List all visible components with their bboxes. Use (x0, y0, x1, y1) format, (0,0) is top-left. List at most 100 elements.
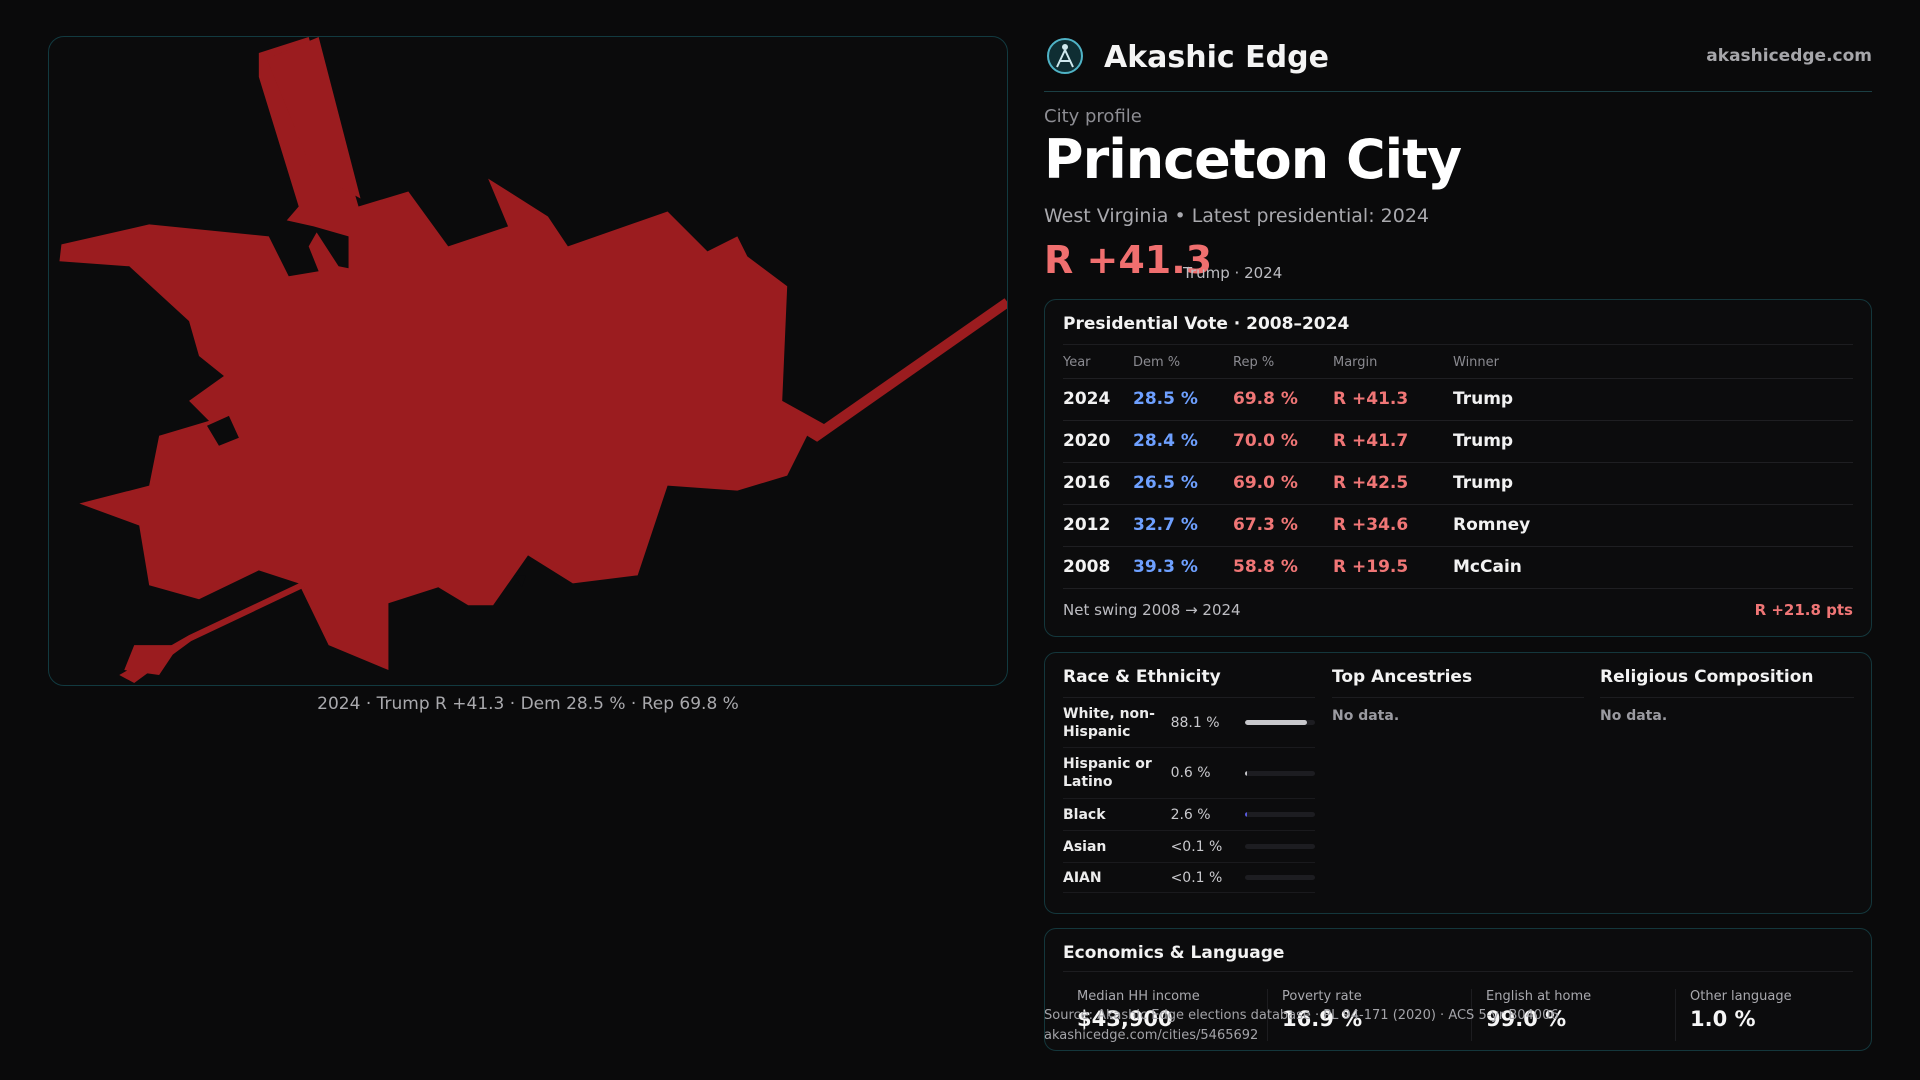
race-value: <0.1 % (1170, 869, 1223, 886)
stat-median-income: Median HH income $43,900 (1063, 989, 1263, 1041)
race-label: White, non-Hispanic (1063, 705, 1155, 740)
race-ethnicity-section: Race & Ethnicity White, non-Hispanic 88.… (1063, 667, 1315, 893)
stat-value: 99.0 % (1486, 1007, 1567, 1031)
cell-margin: R +42.5 (1333, 462, 1453, 505)
brand-header: Akashic Edge akashicedge.com (1044, 30, 1872, 92)
col-header-margin: Margin (1333, 348, 1453, 379)
col-header-dem: Dem % (1133, 348, 1233, 379)
stat-value: 16.9 % (1282, 1007, 1363, 1031)
cell-margin: R +41.3 (1333, 378, 1453, 421)
race-bar-fill (1245, 812, 1248, 817)
religion-empty-message: No data. (1600, 708, 1668, 724)
subtitle-separator: • (1174, 205, 1192, 227)
race-bar (1245, 875, 1315, 880)
divider (1063, 971, 1853, 972)
profile-subtitle: West Virginia • Latest presidential: 202… (1044, 205, 1429, 227)
race-label: Black (1063, 806, 1106, 823)
cell-rep: 58.8 % (1233, 546, 1333, 589)
profile-panel: Akashic Edge akashicedge.com City profil… (1044, 0, 1872, 1080)
religion-section-title: Religious Composition (1600, 667, 1854, 698)
stat-label: English at home (1486, 989, 1592, 1004)
cell-winner: Romney (1453, 504, 1853, 547)
economics-card: Economics & Language Median HH income $4… (1044, 928, 1872, 1051)
brand-name[interactable]: Akashic Edge (1104, 40, 1329, 75)
stat-poverty-rate: Poverty rate 16.9 % (1267, 989, 1467, 1041)
divider (1063, 344, 1853, 345)
race-row: Hispanic or Latino 0.6 % (1063, 748, 1315, 799)
headline-margin: R +41.3 (1044, 238, 1213, 282)
col-header-winner: Winner (1453, 348, 1853, 379)
race-label: Hispanic or Latino (1063, 756, 1152, 790)
table-row: 2024 28.5 % 69.8 % R +41.3 Trump (1063, 378, 1853, 421)
table-row: 2008 39.3 % 58.8 % R +19.5 McCain (1063, 546, 1853, 589)
brand-url-link[interactable]: akashicedge.com (1706, 46, 1872, 66)
race-bar-fill (1245, 720, 1307, 725)
race-value: <0.1 % (1170, 838, 1223, 855)
cell-winner: Trump (1453, 378, 1853, 421)
cell-rep: 67.3 % (1233, 504, 1333, 547)
stat-label: Poverty rate (1282, 989, 1362, 1004)
race-row: White, non-Hispanic 88.1 % (1063, 698, 1315, 748)
cell-rep: 70.0 % (1233, 420, 1333, 463)
map-hole-west (206, 415, 239, 446)
cell-dem: 28.4 % (1133, 420, 1233, 463)
race-bar (1245, 844, 1315, 849)
presidential-vote-card: Presidential Vote · 2008–2024 Year Dem %… (1044, 299, 1872, 637)
religion-section: Religious Composition No data. (1600, 667, 1854, 724)
race-label: Asian (1063, 838, 1107, 855)
vote-table-header: Year Dem % Rep % Margin Winner (1063, 348, 1853, 379)
cell-margin: R +34.6 (1333, 504, 1453, 547)
city-boundary-svg (59, 37, 1007, 684)
cell-year: 2020 (1063, 420, 1133, 463)
profile-kicker: City profile (1044, 106, 1142, 127)
race-section-title: Race & Ethnicity (1063, 667, 1315, 698)
ancestries-empty-message: No data. (1332, 708, 1400, 724)
source-url-link[interactable]: akashicedge.com/cities/5465692 (1044, 1028, 1259, 1043)
stat-english-at-home: English at home 99.0 % (1471, 989, 1671, 1041)
cell-dem: 39.3 % (1133, 546, 1233, 589)
stat-value: $43,900 (1077, 1007, 1173, 1031)
ancestries-section-title: Top Ancestries (1332, 667, 1584, 698)
race-value: 0.6 % (1170, 765, 1211, 781)
headline-margin-note: Trump · 2024 (1183, 264, 1283, 282)
vote-card-title: Presidential Vote · 2008–2024 (1063, 314, 1350, 334)
race-value: 2.6 % (1170, 806, 1211, 823)
stat-other-language: Other language 1.0 % (1675, 989, 1865, 1041)
stat-label: Median HH income (1077, 989, 1200, 1004)
cell-margin: R +41.7 (1333, 420, 1453, 463)
race-bar (1245, 770, 1315, 776)
cell-winner: McCain (1453, 546, 1853, 589)
map-caption: 2024 · Trump R +41.3 · Dem 28.5 % · Rep … (317, 694, 739, 714)
cell-dem: 28.5 % (1133, 378, 1233, 421)
city-area-east-arm (807, 298, 1007, 442)
cell-margin: R +19.5 (1333, 546, 1453, 589)
map-hole-south (514, 575, 527, 588)
cell-dem: 32.7 % (1133, 504, 1233, 547)
demographics-card: Race & Ethnicity White, non-Hispanic 88.… (1044, 652, 1872, 914)
race-row: AIAN <0.1 % (1063, 863, 1315, 893)
net-swing-label: Net swing 2008 → 2024 (1063, 601, 1241, 619)
race-label: AIAN (1063, 869, 1102, 886)
net-swing-value: R +21.8 pts (1754, 601, 1853, 619)
col-header-year: Year (1063, 348, 1133, 379)
cell-dem: 26.5 % (1133, 462, 1233, 505)
cell-year: 2008 (1063, 546, 1133, 589)
latest-election: Latest presidential: 2024 (1191, 205, 1430, 227)
race-row: Asian <0.1 % (1063, 831, 1315, 863)
city-boundary-map[interactable] (48, 36, 1008, 686)
source-footer: Source: Akashic Edge elections database … (1044, 1006, 1559, 1046)
page-title: Princeton City (1044, 128, 1462, 191)
city-area-north-spur (266, 37, 361, 199)
race-bar-fill (1245, 770, 1248, 776)
cell-winner: Trump (1453, 462, 1853, 505)
race-value: 88.1 % (1170, 714, 1220, 731)
race-bar (1245, 720, 1315, 725)
globe-compass-icon[interactable] (1046, 37, 1084, 75)
cell-year: 2012 (1063, 504, 1133, 547)
race-bar (1245, 812, 1315, 817)
table-row: 2016 26.5 % 69.0 % R +42.5 Trump (1063, 462, 1853, 505)
table-row: 2012 32.7 % 67.3 % R +34.6 Romney (1063, 504, 1853, 547)
cell-year: 2016 (1063, 462, 1133, 505)
stat-label: Other language (1690, 989, 1792, 1004)
cell-year: 2024 (1063, 378, 1133, 421)
